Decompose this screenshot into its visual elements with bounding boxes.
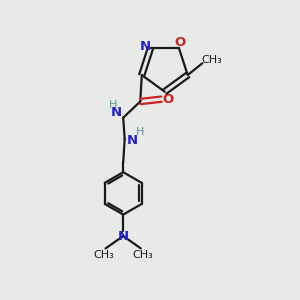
- Text: N: N: [127, 134, 138, 147]
- Text: N: N: [118, 230, 129, 243]
- Text: H: H: [109, 100, 117, 110]
- Text: N: N: [140, 40, 151, 53]
- Text: N: N: [111, 106, 122, 119]
- Text: CH₃: CH₃: [132, 250, 153, 260]
- Text: O: O: [175, 36, 186, 49]
- Text: H: H: [136, 128, 144, 137]
- Text: O: O: [162, 93, 174, 106]
- Text: CH₃: CH₃: [94, 250, 114, 260]
- Text: CH₃: CH₃: [202, 55, 222, 65]
